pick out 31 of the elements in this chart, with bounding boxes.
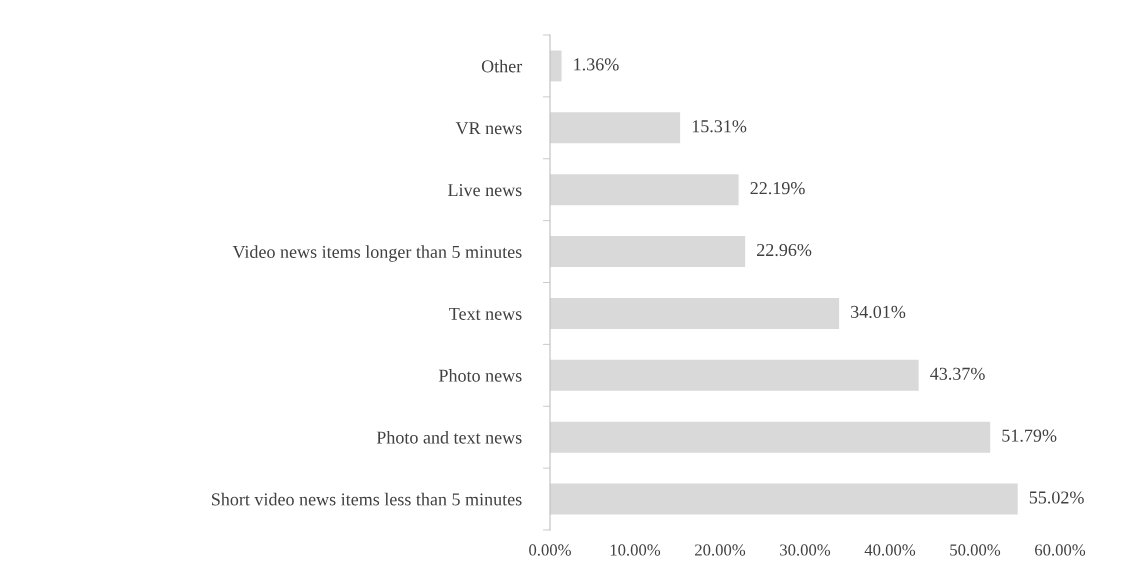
bar — [550, 359, 919, 391]
bar — [550, 174, 739, 206]
bar — [550, 297, 840, 329]
y-tick-label: Short video news items less than 5 minutes — [211, 492, 522, 506]
x-tick-label: 20.00% — [695, 544, 746, 556]
bar — [550, 483, 1018, 515]
data-label: 55.02% — [1029, 491, 1084, 504]
x-tick-label: 60.00% — [1035, 544, 1086, 556]
y-tick-label: Video news items longer than 5 minutes — [232, 245, 522, 262]
x-tick-label: 40.00% — [864, 544, 916, 556]
bar — [550, 421, 991, 453]
x-tick-label: 30.00% — [780, 544, 831, 556]
y-tick-label: Photo news — [438, 369, 522, 382]
bar — [550, 50, 562, 82]
y-tick-label: Text news — [449, 307, 522, 320]
bar — [550, 112, 681, 144]
x-tick-label: 10.00% — [610, 544, 661, 556]
y-tick-label: VR news — [455, 122, 522, 135]
data-label: 22.96% — [757, 243, 812, 257]
data-label: 43.37% — [930, 367, 985, 380]
data-label: 34.01% — [851, 305, 906, 319]
x-tick-label: 50.00% — [950, 544, 1001, 556]
y-tick-label: Other — [481, 59, 523, 73]
data-label: 1.36% — [574, 58, 619, 71]
x-tick-label: 0.00% — [529, 544, 571, 556]
data-label: 15.31% — [692, 120, 747, 133]
data-label: 51.79% — [1002, 429, 1057, 442]
bar — [550, 236, 746, 268]
y-tick-label: Photo and text news — [376, 430, 522, 444]
data-label: 22.19% — [750, 182, 805, 195]
y-tick-label: Live news — [448, 184, 522, 197]
